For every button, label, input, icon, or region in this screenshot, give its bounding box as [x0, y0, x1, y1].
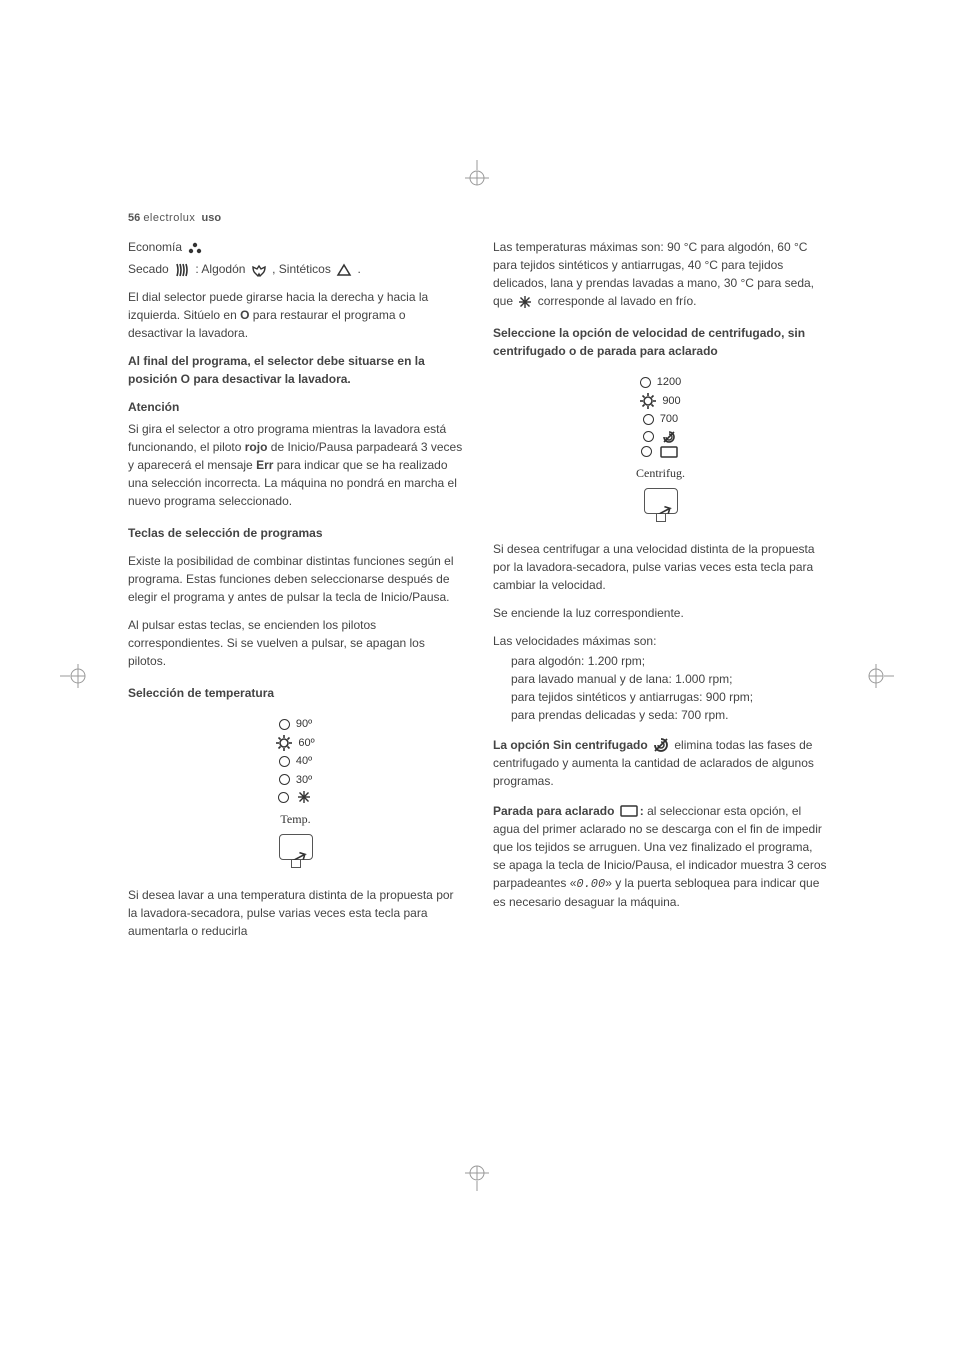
temp-row-cold: [128, 790, 463, 804]
spin-list-2: para tejidos sintéticos y antiarrugas: 9…: [493, 688, 828, 706]
crop-mark-right-icon: [868, 646, 894, 706]
attention-title: Atención: [128, 398, 463, 416]
led-selected-icon: [276, 735, 292, 751]
crop-mark-left-icon: [60, 646, 86, 706]
dry-synth-label: , Sintéticos: [272, 262, 331, 276]
spin-list-0: para algodón: 1.200 rpm;: [493, 652, 828, 670]
led-open-icon: [643, 431, 654, 442]
button-stem: [291, 860, 301, 868]
end-program-note: Al final del programa, el selector debe …: [128, 352, 463, 388]
economy-line: Economía: [128, 238, 463, 256]
spin-diagram: 1200 900 700: [493, 374, 828, 522]
nospin-para: La opción Sin centrifugado elimina todas…: [493, 736, 828, 790]
spin-label: Centrifug.: [493, 464, 828, 482]
programs-p2: Al pulsar estas teclas, se encienden los…: [128, 616, 463, 670]
button-diagram: [644, 488, 678, 514]
arrow-up-icon: [647, 502, 675, 514]
spin-p3: Las velocidades máximas son:: [493, 632, 828, 650]
spin-title: Seleccione la opción de velocidad de cen…: [493, 324, 828, 360]
led-open-icon: [278, 792, 289, 803]
programs-title: Teclas de selección de programas: [128, 524, 463, 542]
dry-prefix: Secado: [128, 262, 169, 276]
led-open-icon: [641, 446, 652, 457]
button-stem: [656, 514, 666, 522]
spin-p2: Se enciende la luz correspondiente.: [493, 604, 828, 622]
page-number: 56: [128, 212, 140, 224]
spin-row-1: 900: [493, 393, 828, 410]
synthetic-icon: [336, 263, 352, 277]
temperature-diagram: 90º 60º 40º 30º: [128, 716, 463, 868]
dry-end: .: [358, 262, 361, 276]
led-open-icon: [279, 774, 290, 785]
spin-row-nospin: [493, 430, 828, 444]
temp-row-3: 30º: [128, 772, 463, 789]
temp-after: Si desea lavar a una temperatura distint…: [128, 886, 463, 940]
section-name: uso: [202, 212, 222, 224]
spin-row-rinsehold: [493, 446, 828, 458]
temp-row-0: 90º: [128, 716, 463, 733]
cold-icon: [518, 295, 532, 309]
led-selected-icon: [640, 393, 656, 409]
crop-mark-top-icon: [447, 160, 507, 186]
brand-name: electrolux: [143, 212, 195, 224]
rinse-hold-icon: [620, 805, 638, 817]
economy-label: Economía: [128, 240, 182, 254]
spin-list-1: para lavado manual y de lana: 1.000 rpm;: [493, 670, 828, 688]
attention-para: Si gira el selector a otro programa mien…: [128, 420, 463, 510]
arrow-up-icon: [282, 848, 310, 860]
spin-row-0: 1200: [493, 374, 828, 391]
button-diagram: [279, 834, 313, 860]
no-spin-icon: [662, 430, 676, 444]
led-open-icon: [640, 377, 651, 388]
economy-icon: [187, 241, 203, 255]
rinsehold-digital: 0.00: [576, 877, 605, 891]
rinsehold-bold: Parada para aclarado: [493, 804, 614, 818]
spin-p1: Si desea centrifugar a una velocidad dis…: [493, 540, 828, 594]
dial-para: El dial selector puede girarse hacia la …: [128, 288, 463, 342]
max-temps: Las temperaturas máximas son: 90 °C para…: [493, 238, 828, 310]
led-open-icon: [279, 756, 290, 767]
page-content: Economía Secado : Algodón , Sintéticos: [128, 238, 828, 950]
temp-label: Temp.: [128, 810, 463, 828]
no-spin-icon: [653, 737, 669, 753]
temp-row-1: 60º: [128, 735, 463, 752]
right-column: Las temperaturas máximas son: 90 °C para…: [493, 238, 828, 950]
dry-cotton-label: : Algodón: [195, 262, 245, 276]
nospin-bold: La opción Sin centrifugado: [493, 738, 648, 752]
spin-row-2: 700: [493, 411, 828, 428]
led-open-icon: [643, 414, 654, 425]
cotton-icon: [251, 263, 267, 277]
crop-mark-bottom-icon: [447, 1165, 507, 1191]
cold-icon: [297, 790, 311, 804]
programs-p1: Existe la posibilidad de combinar distin…: [128, 552, 463, 606]
dry-icon: [174, 262, 190, 278]
rinse-hold-icon: [660, 446, 678, 458]
spin-list-3: para prendas delicadas y seda: 700 rpm.: [493, 706, 828, 724]
left-column: Economía Secado : Algodón , Sintéticos: [128, 238, 463, 950]
dry-line: Secado : Algodón , Sintéticos .: [128, 260, 463, 278]
led-open-icon: [279, 719, 290, 730]
temp-row-2: 40º: [128, 753, 463, 770]
page-header: 56 electrolux uso: [128, 212, 221, 224]
rinsehold-para: Parada para aclarado : al seleccionar es…: [493, 802, 828, 911]
temp-title: Selección de temperatura: [128, 684, 463, 702]
